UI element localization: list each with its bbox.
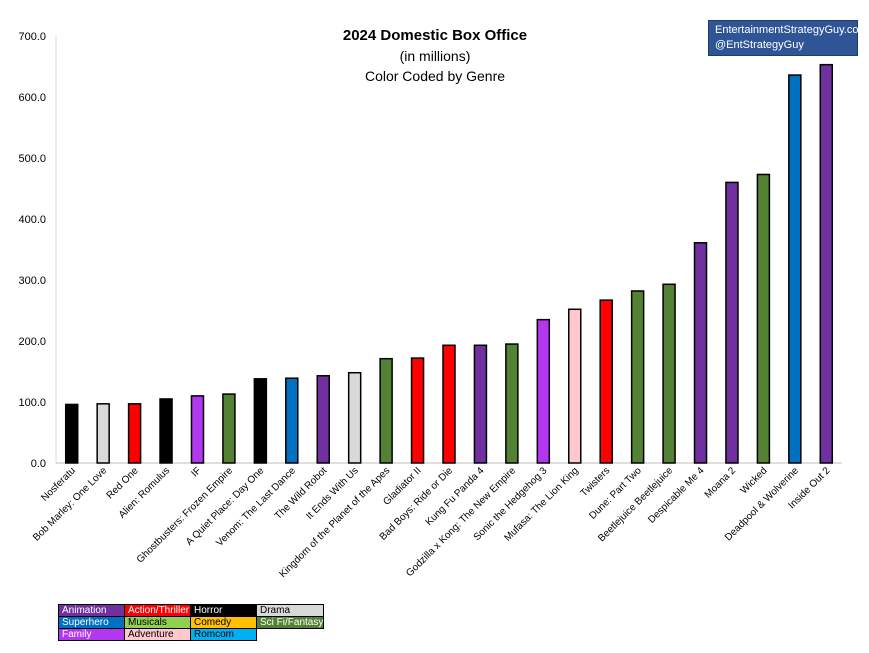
credit-handle: @EntStrategyGuy (715, 39, 804, 51)
bar-gladiator-ii (410, 357, 425, 464)
legend-item: Comedy (190, 616, 257, 629)
bar-if (190, 395, 205, 464)
bar-kingdom-of-the-planet-of-the-apes (379, 357, 393, 464)
bar-kung-fu-panda-4 (473, 344, 488, 464)
bar-nosferatu (64, 403, 79, 464)
x-tick-label: Kung Fu Panda 4 (424, 465, 487, 528)
bar-sonic-the-hedgehog-3 (536, 318, 551, 464)
bar-despicable-me-4 (693, 242, 708, 464)
y-tick-label: 400.0 (18, 214, 46, 226)
bar-mufasa-the-lion-king (568, 308, 582, 464)
bar-moana-2 (725, 181, 739, 464)
credit-box: EntertainmentStrategyGuy.com @EntStrateg… (708, 20, 868, 56)
y-tick-label: 500.0 (18, 153, 46, 165)
bar-dune-part-two (630, 290, 645, 464)
bar-ghostbusters-frozen-empire (222, 393, 236, 464)
bar-bad-boys-ride-or-die (442, 344, 456, 464)
bar-bob-marley-one-love (96, 403, 110, 464)
credit-site: EntertainmentStrategyGuy.com (715, 24, 868, 36)
chart-note: Color Coded by Genre (364, 68, 506, 84)
bar-it-ends-with-us (347, 371, 362, 464)
legend-item: Musicals (124, 616, 191, 629)
y-axis: 0.0 100.0 200.0 300.0 400.0 500.0 600.0 700.0 (18, 31, 842, 470)
bar-deadpool-wolverine (788, 74, 802, 464)
bars-group (64, 63, 834, 464)
bar-beetlejuice-beetlejuice (662, 283, 676, 464)
bar-twisters (599, 299, 613, 464)
bar-godzilla-x-kong-the-new-empire (505, 343, 519, 464)
chart-title: 2024 Domestic Box Office (342, 27, 528, 44)
legend-item: Drama (255, 604, 325, 617)
bar-alien-romulus (159, 398, 173, 464)
legend-item: Horror (190, 604, 257, 617)
y-tick-label: 300.0 (18, 275, 46, 287)
legend-item: Animation (58, 604, 125, 617)
x-tick-label: Despicable Me 4 (646, 465, 707, 526)
chart-title-block: 2024 Domestic Box Office (in millions) C… (260, 26, 610, 86)
legend-row: Superhero Musicals Comedy Sci Fi/Fantasy (58, 616, 325, 629)
genre-legend: Animation Action/Thriller Horror Drama Super… (58, 604, 325, 641)
x-tick-label: Wicked (739, 465, 770, 496)
chart-subtitle: (in millions) (399, 48, 471, 64)
bar-venom-the-last-dance (285, 377, 299, 464)
x-tick-label: Moana 2 (703, 465, 739, 501)
y-tick-label: 100.0 (18, 397, 46, 409)
bar-the-wild-robot (316, 375, 330, 464)
legend-item: Superhero (58, 616, 125, 629)
legend-row: Family Adventure Romcom (58, 628, 324, 641)
y-tick-label: 200.0 (18, 336, 46, 348)
bar-a-quiet-place-day-one (253, 378, 268, 464)
bar-inside-out-2 (819, 63, 834, 464)
legend-row: Animation Action/Thriller Horror Drama (58, 604, 325, 617)
bar-red-one (127, 403, 142, 464)
y-tick-label: 600.0 (18, 92, 46, 104)
legend-item: Action/Thriller (124, 604, 191, 617)
legend-item: Adventure (124, 628, 191, 641)
legend-item: Family (58, 628, 125, 641)
legend-item: Romcom (190, 628, 257, 641)
y-tick-label: 0.0 (31, 458, 46, 470)
x-tick-label: IF (190, 465, 204, 479)
y-tick-label: 700.0 (18, 31, 46, 43)
bar-wicked (756, 173, 771, 464)
legend-item: Sci Fi/Fantasy (255, 616, 325, 629)
